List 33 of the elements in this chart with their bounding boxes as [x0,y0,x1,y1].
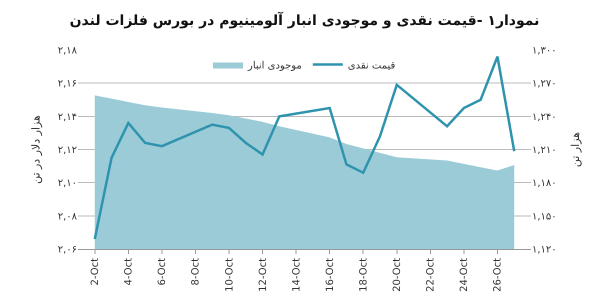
y-axis-title: هزار دلار در تن [29,114,42,184]
y-tick-label: ۲,۰۸ [58,211,78,222]
y-tick-label: ۲,۱۶ [58,78,77,90]
y2-tick-label: ۱,۲۴۰ [532,112,557,123]
y2-tick-label: ۱,۱۵۰ [532,211,557,222]
line-series [94,55,516,240]
y-tick-label: ۲,۱۸ [58,46,78,56]
x-tick-label: 16-Oct [324,258,336,292]
y2-axis-title: هزار تن [568,132,582,168]
y-tick-label: ۲,۱۲ [58,145,77,156]
x-tick-label: 6-Oct [157,258,168,286]
x-tick-label: 18-Oct [358,258,370,292]
y2-tick-label: ۱,۲۱۰ [532,145,557,156]
x-tick-label: 14-Oct [291,258,302,292]
legend-label: قیمت نقدی [348,60,396,72]
y2-tick-label: ۱,۳۰۰ [532,46,557,56]
x-tick-label: 2-Oct [90,258,102,286]
x-tick-label: 4-Oct [124,258,135,286]
x-tick-label: 12-Oct [258,258,269,292]
x-tick-label: 8-Oct [190,258,202,286]
y2-tick-label: ۱,۱۲۰ [532,244,557,256]
x-tick-label: 10-Oct [224,258,236,292]
y-tick-label: ۲,۰۶ [58,244,77,256]
chart-title: نمودار۱ -قیمت نقدی و موجودی انبار آلومینیوم در بورس فلزات لندن [70,11,540,30]
x-tick-label: 20-Oct [392,258,404,292]
x-tick-label: 24-Oct [459,258,470,292]
x-tick-label: 26-Oct [492,258,504,292]
y-tick-label: ۲,۱۰ [58,178,77,190]
legend-label: موجودی انبار [247,60,302,72]
y2-tick-label: ۱,۱۸۰ [532,178,557,190]
x-tick-label: 22-Oct [426,258,437,292]
y2-tick-label: ۱,۲۷۰ [532,78,557,90]
y-tick-label: ۲,۱۴ [58,112,77,123]
